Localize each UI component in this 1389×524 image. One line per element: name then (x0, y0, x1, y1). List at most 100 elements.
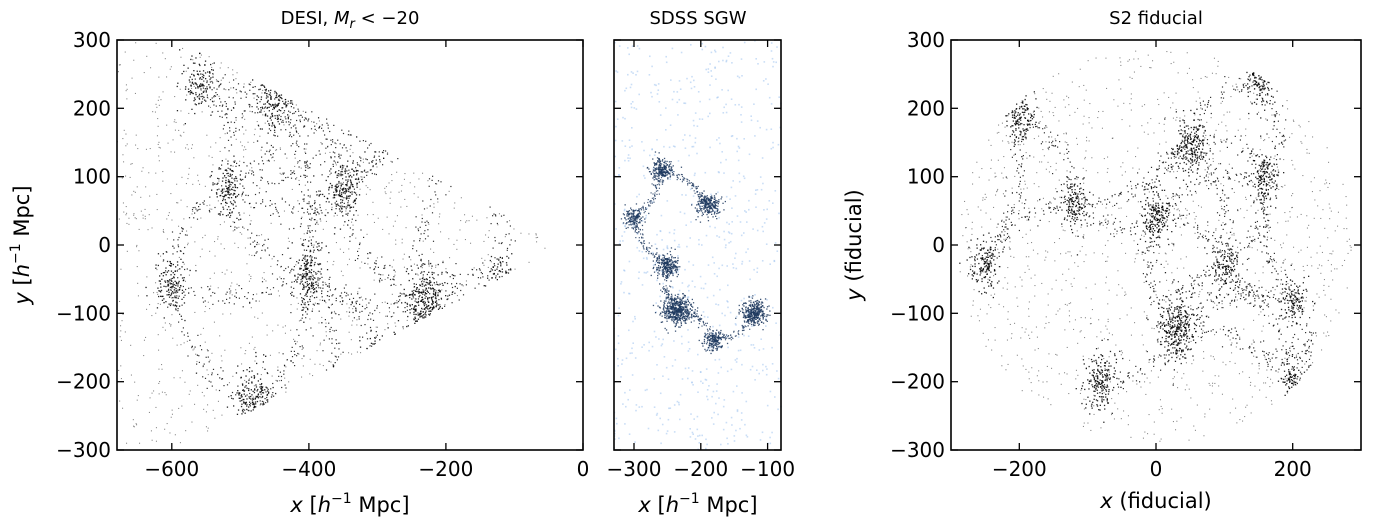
galaxy-point (167, 281, 169, 283)
galaxy-point (308, 269, 310, 272)
galaxy-point (428, 178, 431, 180)
galaxy-point (270, 154, 272, 156)
galaxy-point (291, 291, 293, 293)
galaxy-point (730, 98, 733, 100)
galaxy-point (643, 149, 645, 152)
galaxy-point (717, 96, 719, 98)
galaxy-point (338, 194, 340, 196)
galaxy-point (234, 295, 236, 297)
galaxy-point (634, 230, 636, 232)
galaxy-point (310, 207, 312, 209)
galaxy-point (320, 220, 322, 222)
galaxy-point (436, 302, 438, 304)
galaxy-point (325, 220, 327, 222)
galaxy-point (361, 176, 363, 178)
galaxy-point (217, 236, 219, 238)
galaxy-point (184, 123, 186, 125)
galaxy-point (667, 309, 669, 311)
galaxy-point (184, 294, 186, 296)
galaxy-point (438, 299, 440, 301)
galaxy-point (337, 204, 339, 207)
galaxy-point (346, 303, 348, 305)
galaxy-point (323, 195, 326, 198)
galaxy-point (402, 258, 404, 260)
galaxy-point (314, 257, 316, 259)
galaxy-point (212, 82, 214, 84)
galaxy-point (172, 139, 174, 141)
galaxy-point (353, 317, 355, 319)
galaxy-point (181, 370, 183, 372)
galaxy-point (311, 310, 313, 312)
galaxy-point (335, 329, 337, 331)
panel-sdss-title: SDSS SGW (649, 8, 746, 29)
galaxy-point (277, 116, 279, 118)
galaxy-point (177, 283, 179, 285)
galaxy-point (415, 273, 417, 275)
galaxy-point (417, 318, 420, 320)
galaxy-point (230, 184, 232, 186)
galaxy-point (229, 189, 231, 191)
galaxy-point (312, 335, 314, 337)
galaxy-point (345, 284, 347, 286)
galaxy-point (685, 194, 687, 196)
galaxy-point (343, 144, 345, 146)
galaxy-point (170, 278, 172, 280)
galaxy-point (427, 305, 429, 307)
galaxy-point (498, 258, 500, 260)
galaxy-point (250, 398, 252, 400)
galaxy-point (437, 308, 440, 310)
galaxy-point (314, 302, 316, 304)
galaxy-point (453, 207, 455, 209)
galaxy-point (162, 272, 165, 274)
galaxy-point (471, 268, 473, 270)
galaxy-point (204, 377, 207, 379)
galaxy-point (266, 93, 268, 95)
galaxy-point (328, 295, 330, 297)
galaxy-point (247, 141, 249, 143)
galaxy-point (299, 274, 301, 276)
galaxy-point (242, 115, 244, 117)
galaxy-point (657, 180, 659, 182)
galaxy-point (440, 297, 442, 299)
galaxy-point (254, 128, 256, 130)
galaxy-point (236, 92, 238, 94)
galaxy-point (232, 203, 234, 205)
galaxy-point (247, 237, 249, 239)
galaxy-point (622, 116, 624, 119)
galaxy-point (339, 187, 342, 189)
galaxy-point (304, 276, 306, 278)
galaxy-point (179, 442, 181, 444)
galaxy-point (249, 401, 251, 403)
galaxy-point (162, 91, 164, 93)
galaxy-point (681, 317, 683, 319)
galaxy-point (290, 270, 292, 272)
galaxy-point (309, 296, 311, 298)
galaxy-point (220, 211, 222, 213)
galaxy-point (331, 303, 333, 305)
galaxy-point (620, 283, 622, 285)
galaxy-point (721, 151, 723, 153)
galaxy-point (333, 330, 335, 332)
galaxy-point (414, 322, 416, 324)
galaxy-point (667, 314, 670, 316)
galaxy-point (277, 260, 279, 262)
galaxy-point (630, 71, 633, 73)
galaxy-point (301, 244, 304, 246)
galaxy-point (349, 171, 351, 173)
galaxy-point (645, 256, 648, 259)
galaxy-point (505, 270, 507, 272)
galaxy-point (159, 303, 161, 305)
galaxy-point (239, 160, 241, 162)
galaxy-point (208, 105, 210, 107)
galaxy-point (172, 263, 174, 266)
galaxy-point (708, 98, 711, 101)
galaxy-point (191, 81, 194, 83)
galaxy-point (217, 373, 219, 376)
galaxy-point (330, 168, 332, 170)
galaxy-point (146, 55, 148, 57)
galaxy-point (199, 256, 201, 258)
galaxy-point (349, 195, 351, 197)
galaxy-point (198, 206, 200, 208)
galaxy-point (424, 313, 426, 315)
galaxy-point (428, 304, 430, 307)
